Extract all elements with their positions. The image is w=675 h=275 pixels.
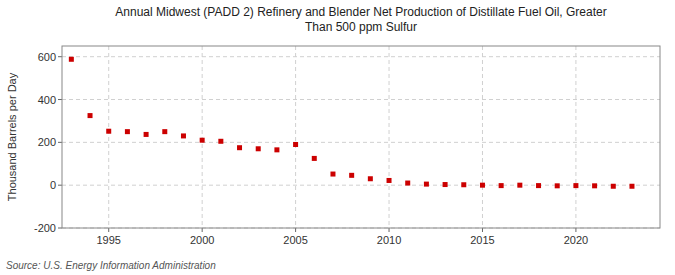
point (405, 181, 410, 186)
point (629, 184, 634, 189)
point (368, 176, 373, 181)
grid-line (108, 46, 109, 228)
tick (295, 228, 296, 232)
grid-line (575, 46, 576, 228)
grid-line (482, 46, 483, 228)
source: Source: U.S. Energy Information Administ… (6, 260, 216, 271)
grid-line (62, 185, 660, 186)
tick-label: 2015 (470, 234, 494, 246)
grid (62, 46, 660, 228)
point (293, 142, 298, 147)
tick-label: -200 (34, 222, 56, 234)
tick-label: 2005 (283, 234, 307, 246)
tick-label: 0 (50, 179, 56, 191)
point (144, 132, 149, 137)
tick (58, 99, 62, 100)
plot-frame (62, 46, 660, 228)
tick (58, 228, 62, 229)
point (88, 113, 93, 118)
point (499, 183, 504, 188)
point (480, 183, 485, 188)
tick-label: 2020 (564, 234, 588, 246)
point (106, 129, 111, 134)
point (517, 183, 522, 188)
point (555, 183, 560, 188)
point (218, 139, 223, 144)
point (611, 184, 616, 189)
point (256, 146, 261, 151)
point (461, 182, 466, 187)
tick (108, 228, 109, 232)
tick-label: 600 (38, 51, 56, 63)
point (349, 173, 354, 178)
chart: Annual Midwest (PADD 2) Refinery and Ble… (0, 0, 675, 275)
point (125, 129, 130, 134)
point (387, 178, 392, 183)
tick-label: 400 (38, 94, 56, 106)
point (536, 183, 541, 188)
point (592, 183, 597, 188)
tick-label: 2000 (190, 234, 214, 246)
tick (389, 228, 390, 232)
tick (575, 228, 576, 232)
point (312, 156, 317, 161)
point (69, 57, 74, 62)
points (69, 57, 635, 189)
point (200, 138, 205, 143)
tick (58, 142, 62, 143)
tick (202, 228, 203, 232)
tick-label: 1995 (96, 234, 120, 246)
point (162, 129, 167, 134)
grid-line (389, 46, 390, 228)
grid-line (202, 46, 203, 228)
y-axis-label: Thousand Barrels per Day (6, 72, 18, 201)
point (443, 182, 448, 187)
tick (58, 185, 62, 186)
point (274, 147, 279, 152)
tick (58, 56, 62, 57)
grid-line (62, 56, 660, 57)
tick (482, 228, 483, 232)
point (424, 182, 429, 187)
point (330, 172, 335, 177)
grid-line (295, 46, 296, 228)
title: Annual Midwest (PADD 2) Refinery and Ble… (115, 5, 606, 34)
tick-label: 200 (38, 136, 56, 148)
point (573, 183, 578, 188)
grid-line (62, 142, 660, 143)
grid-line (62, 99, 660, 100)
point (237, 145, 242, 150)
tick-label: 2010 (377, 234, 401, 246)
point (181, 133, 186, 138)
